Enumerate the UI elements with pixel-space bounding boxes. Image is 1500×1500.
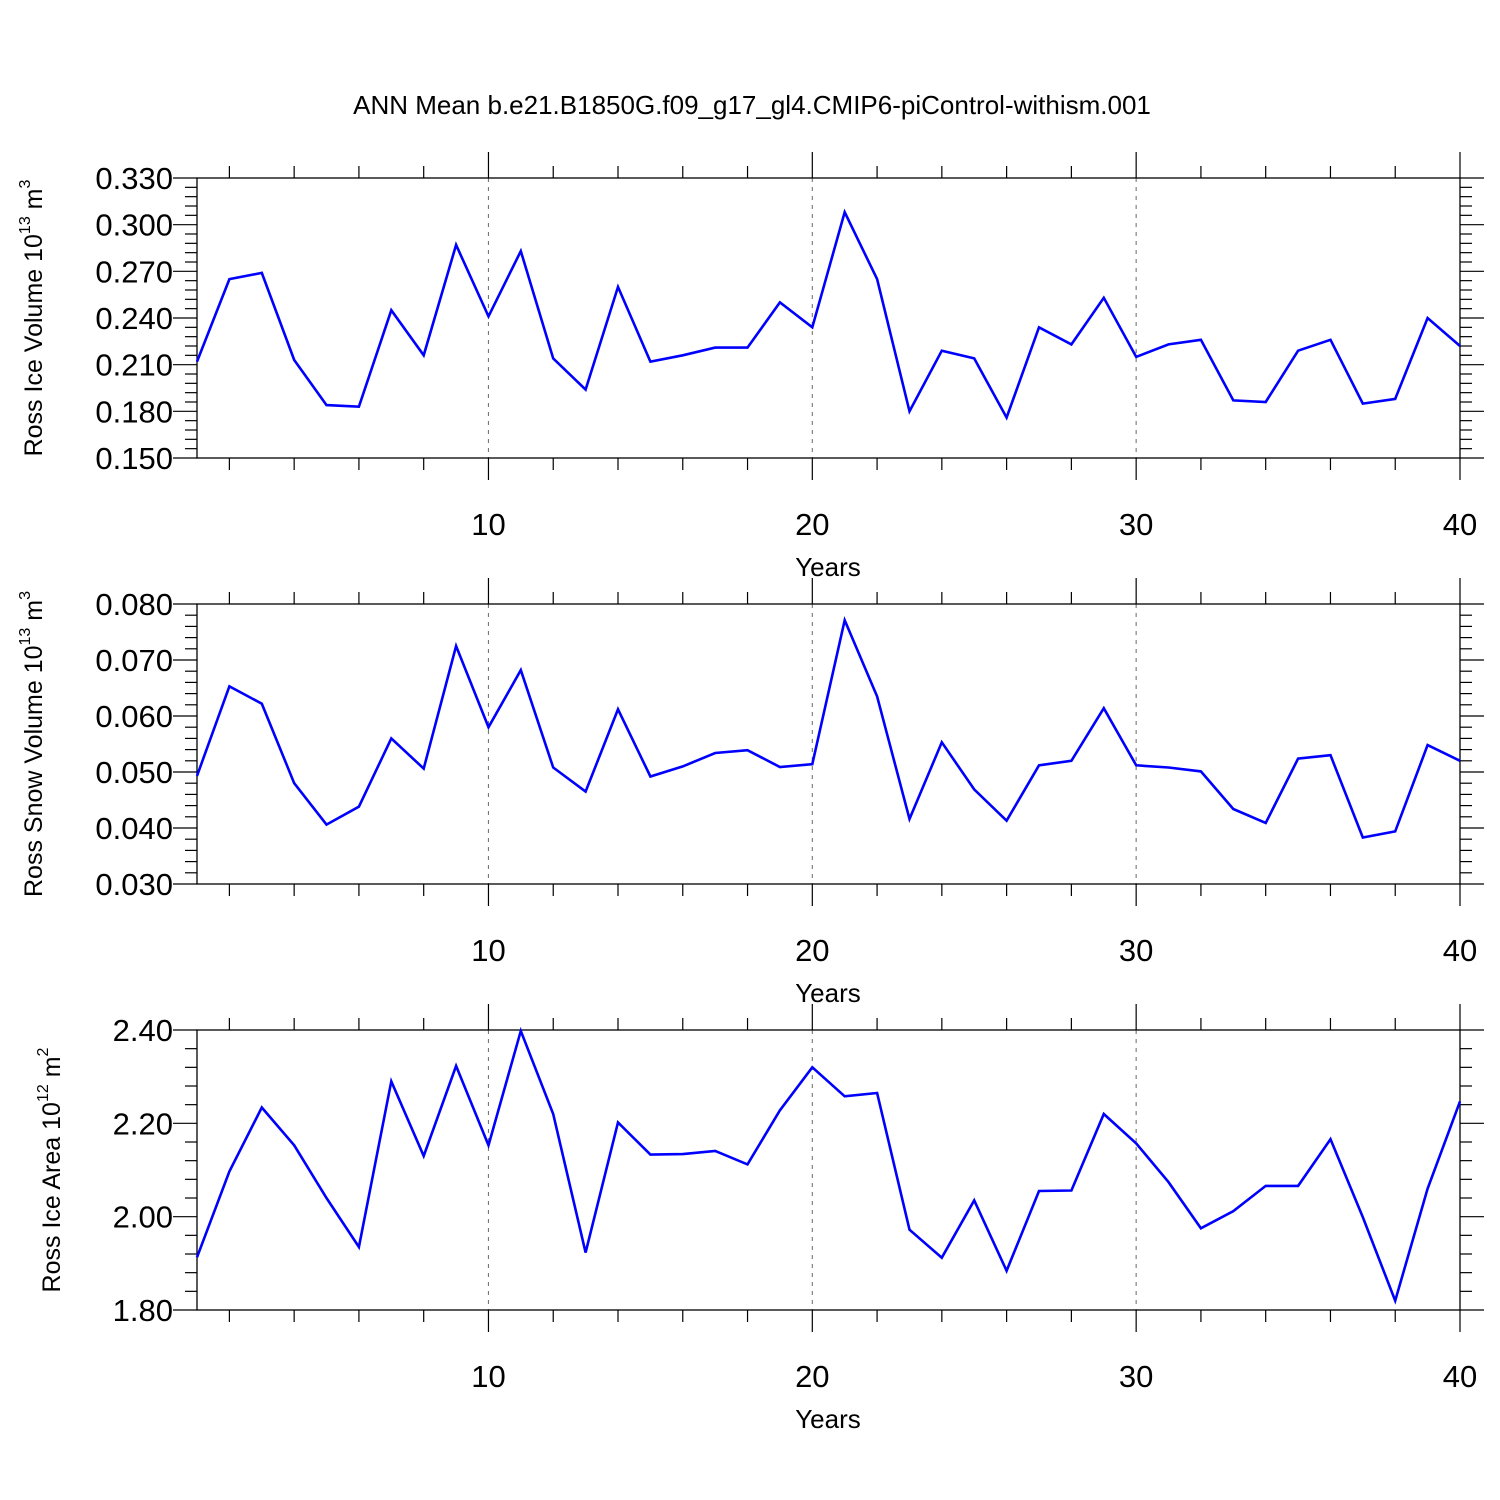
y-tick-label: 0.040 — [95, 811, 173, 846]
y-axis-label: Ross Ice Area 1012 m2 — [35, 1047, 66, 1292]
y-tick-label: 2.00 — [113, 1200, 173, 1235]
series-line — [195, 1026, 1462, 1305]
x-tick-label: 30 — [1119, 1359, 1153, 1394]
y-tick-label: 0.150 — [95, 441, 173, 476]
panels: 10 20 30 40 0.150 0.180 0.210 0.240 0.270 0.300 0.… — [17, 152, 1484, 1434]
y-axis-label-text: Ross Ice Area 10 — [38, 1102, 66, 1292]
panel-1: 10 20 30 40 0.150 0.180 0.210 0.240 0.270 0.300 0.… — [17, 152, 1484, 582]
y-axis-label-unit-exponent: 3 — [17, 179, 34, 188]
y-tick-label: 0.080 — [95, 587, 173, 622]
y-tick-label: 2.40 — [113, 1013, 173, 1048]
x-tick-label: 10 — [471, 933, 505, 968]
x-axis-label: Years — [795, 978, 861, 1008]
y-tick-label: 0.180 — [95, 394, 173, 429]
plot-frame — [196, 1029, 1461, 1311]
x-tick-label: 20 — [795, 507, 829, 542]
plot-frame — [196, 603, 1461, 885]
y-tick-label: 0.210 — [95, 348, 173, 383]
y-axis-label-unit-exponent: 2 — [35, 1047, 52, 1056]
x-tick-label: 20 — [795, 1359, 829, 1394]
y-axis-label: Ross Ice Volume 1013 m3 — [17, 179, 48, 456]
x-axis-label: Years — [795, 1404, 861, 1434]
y-tick-label: 2.20 — [113, 1106, 173, 1141]
panel-3: 10 20 30 40 1.80 2.00 2.20 2.40 Years Ross Ice Ar… — [35, 1004, 1484, 1434]
y-axis-label-exponent: 13 — [17, 216, 34, 234]
y-axis-label-unit: m — [20, 600, 48, 628]
y-axis-label-exponent: 12 — [35, 1084, 52, 1102]
y-tick-label: 0.070 — [95, 643, 173, 678]
y-tick-label: 0.300 — [95, 208, 173, 243]
x-tick-label: 30 — [1119, 507, 1153, 542]
y-axis-label-unit-exponent: 3 — [17, 591, 34, 600]
y-tick-label: 0.270 — [95, 254, 173, 289]
x-tick-label: 20 — [795, 933, 829, 968]
x-tick-label: 40 — [1443, 507, 1477, 542]
y-tick-label: 0.240 — [95, 301, 173, 336]
y-tick-label: 0.330 — [95, 161, 173, 196]
y-tick-label: 0.030 — [95, 867, 173, 902]
series-line — [195, 615, 1461, 839]
x-tick-label: 30 — [1119, 933, 1153, 968]
y-tick-label: 0.050 — [95, 755, 173, 790]
y-tick-label: 0.060 — [95, 699, 173, 734]
y-axis-label: Ross Snow Volume 1013 m3 — [17, 591, 48, 897]
y-tick-label: 1.80 — [113, 1293, 173, 1328]
figure-title: ANN Mean b.e21.B1850G.f09_g17_gl4.CMIP6-… — [353, 90, 1151, 120]
y-axis-label-text: Ross Snow Volume 10 — [20, 645, 48, 897]
panel-2: 10 20 30 40 0.030 0.040 0.050 0.060 0.070 0.080 Ye… — [17, 578, 1484, 1008]
x-tick-label: 10 — [471, 507, 505, 542]
x-axis-label: Years — [795, 552, 861, 582]
x-tick-label: 10 — [471, 1359, 505, 1394]
x-tick-label: 40 — [1443, 933, 1477, 968]
series-line — [195, 208, 1461, 421]
y-axis-label-text: Ross Ice Volume 10 — [20, 234, 48, 456]
y-axis-label-unit: m — [20, 188, 48, 216]
x-tick-label: 40 — [1443, 1359, 1477, 1394]
y-axis-label-exponent: 13 — [17, 628, 34, 646]
y-axis-label-unit: m — [38, 1056, 66, 1084]
plot-frame — [196, 177, 1461, 459]
